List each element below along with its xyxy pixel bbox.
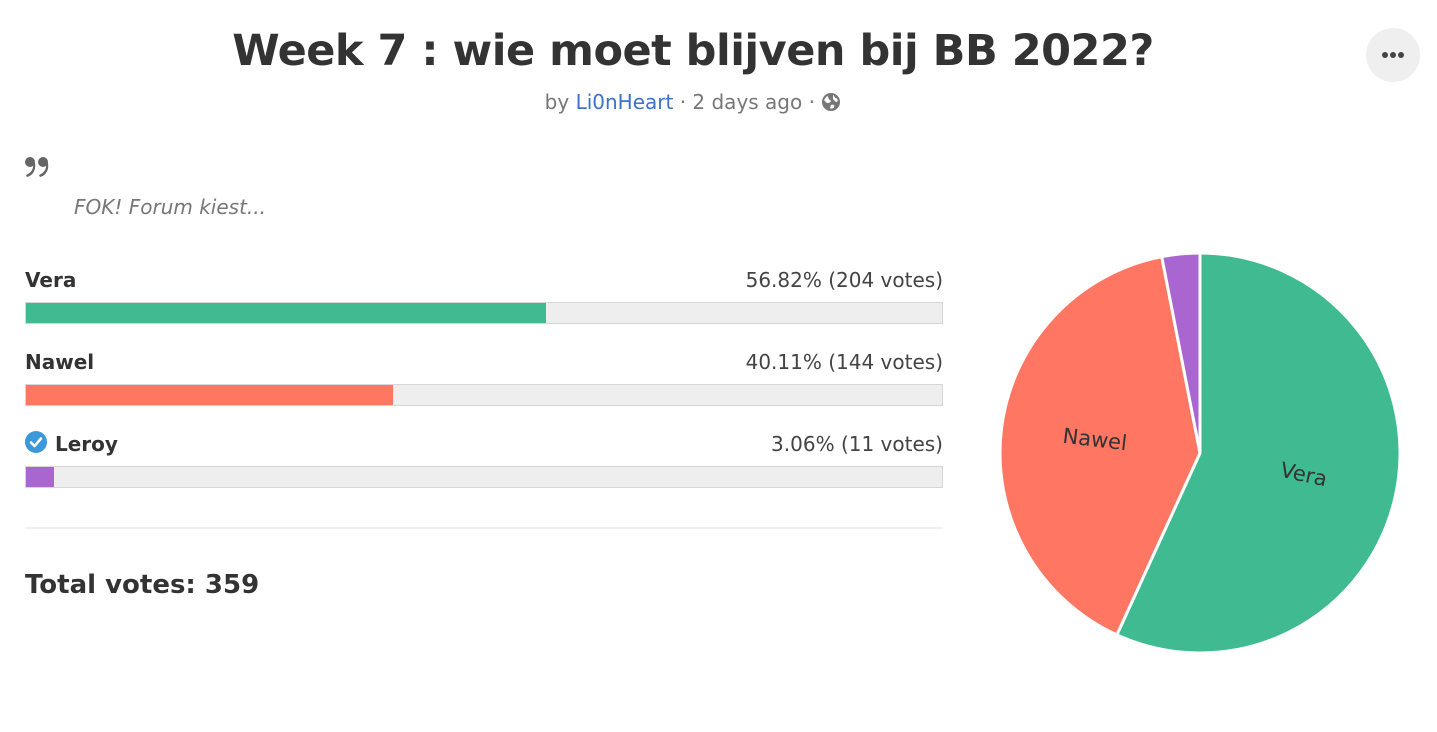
result-bar-fill xyxy=(26,467,55,487)
check-circle-icon xyxy=(25,430,47,458)
pie-slice-leroy[interactable] xyxy=(1159,251,1202,454)
option-stat: 3.06% (11 votes) xyxy=(771,432,943,456)
meta-separator: · xyxy=(808,90,815,114)
option-percent: 3.06% xyxy=(771,432,835,456)
poll-results: Vera 56.82% (204 votes) Nawel 40.11% (14… xyxy=(25,265,943,511)
author-link[interactable]: Li0nHeart xyxy=(575,90,674,114)
option-stat: 40.11% (144 votes) xyxy=(746,350,943,374)
option-percent: 56.82% xyxy=(745,268,822,292)
option-votes: (144 votes) xyxy=(828,350,943,374)
result-bar-track xyxy=(25,384,943,406)
poll-description: FOK! Forum kiest... xyxy=(74,195,266,219)
poll-title: Week 7 : wie moet blijven bij BB 2022? xyxy=(232,26,1154,76)
result-bar-fill xyxy=(26,303,547,323)
total-votes-label: Total votes: xyxy=(25,570,196,600)
total-votes: Total votes: 359 xyxy=(25,570,259,600)
poll-meta: by Li0nHeart · 2 days ago · xyxy=(0,90,1386,117)
result-option-vera: Vera 56.82% (204 votes) xyxy=(25,265,943,347)
globe-icon xyxy=(821,92,841,117)
meta-separator: · xyxy=(679,90,687,114)
pie-slice-vera[interactable] xyxy=(1114,251,1402,655)
more-options-button[interactable] xyxy=(1366,28,1420,82)
option-name: Leroy xyxy=(55,432,118,456)
total-votes-value: 359 xyxy=(204,570,260,600)
ellipsis-icon xyxy=(1382,52,1404,58)
results-divider xyxy=(25,527,943,529)
result-option-leroy: Leroy 3.06% (11 votes) xyxy=(25,429,943,511)
option-label: Vera xyxy=(25,268,76,292)
option-name: Nawel xyxy=(25,350,95,374)
result-bar-fill xyxy=(26,385,394,405)
time-ago: 2 days ago xyxy=(692,90,803,114)
pie-slice-nawel[interactable] xyxy=(998,254,1202,637)
result-bar-track xyxy=(25,302,943,324)
option-name: Vera xyxy=(25,268,77,292)
result-option-nawel: Nawel 40.11% (144 votes) xyxy=(25,347,943,429)
quote-icon xyxy=(24,155,50,184)
option-label: Leroy xyxy=(25,430,118,458)
option-stat: 56.82% (204 votes) xyxy=(746,268,943,292)
option-label: Nawel xyxy=(25,350,94,374)
by-prefix: by xyxy=(544,90,570,114)
option-votes: (11 votes) xyxy=(840,432,943,456)
option-percent: 40.11% xyxy=(745,350,822,374)
option-votes: (204 votes) xyxy=(828,268,943,292)
result-bar-track xyxy=(25,466,943,488)
